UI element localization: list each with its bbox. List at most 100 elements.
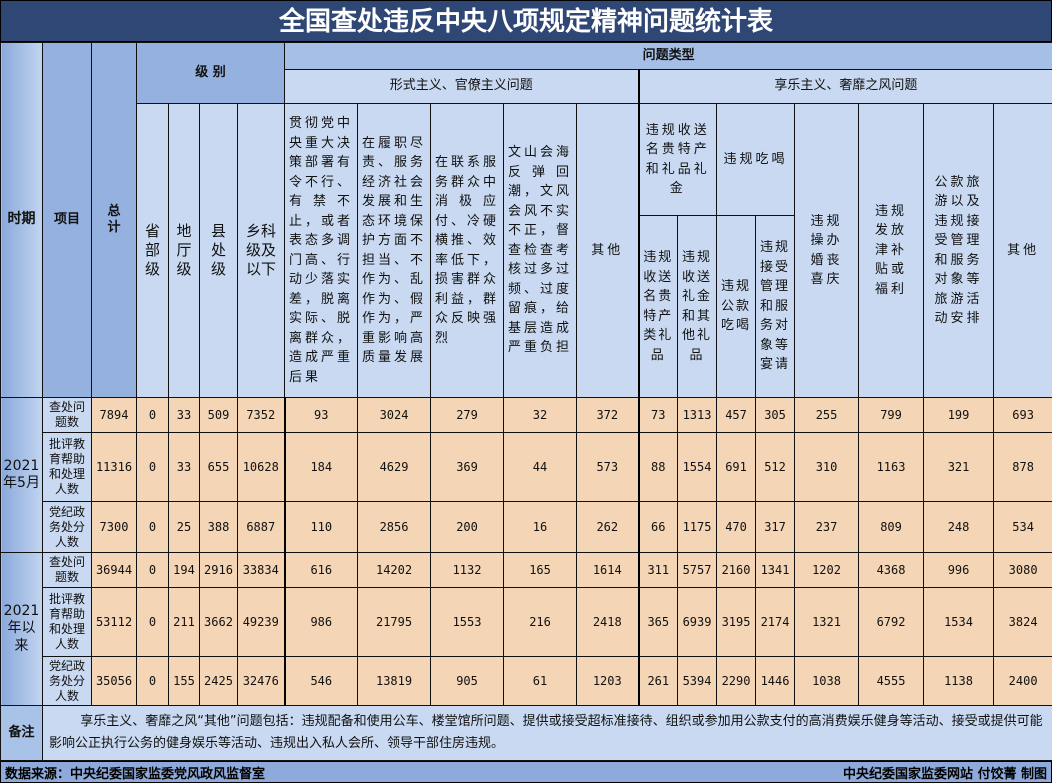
data-cell: 2290 [717,657,756,706]
row-item: 党纪政务处分人数 [43,502,92,553]
data-cell: 0 [137,433,169,502]
period-label: 2021年5月 [1,398,43,553]
data-cell: 878 [994,433,1052,502]
data-cell: 905 [431,657,504,706]
data-cell: 4555 [859,657,924,706]
data-cell: 809 [859,502,924,553]
data-cell: 655 [200,433,238,502]
credit: 中央纪委国家监委网站 付饺菁 制图 [843,763,1047,782]
data-cell: 33 [169,398,200,433]
data-cell: 321 [924,433,994,502]
data-cell: 211 [169,588,200,657]
data-cell: 0 [137,657,169,706]
data-cell: 1446 [756,657,795,706]
data-cell: 14202 [358,553,431,588]
data-cell: 1614 [577,553,639,588]
data-cell: 6792 [859,588,924,657]
header-total: 总计 [92,43,137,398]
data-cell: 88 [639,433,678,502]
header-formalism-4: 其他 [577,104,639,398]
header-dining-group: 违规吃喝 [717,104,795,216]
header-hedonism-0: 违规操办婚丧喜庆 [795,104,859,398]
data-cell: 16 [504,502,577,553]
row-item: 批评教育帮助和处理人数 [43,433,92,502]
data-cell: 573 [577,433,639,502]
header-level-3: 乡科级及以下 [238,104,285,398]
header-problem-type: 问题类型 [285,43,1052,70]
data-cell: 155 [169,657,200,706]
header-formalism-3: 文山会海反弹回潮，文风会风不实不正，督查检查考核过多过频、过度留痕，给基层造成严… [504,104,577,398]
header-gifts-group: 违规收送名贵特产和礼品礼金 [639,104,717,216]
data-cell: 2400 [994,657,1052,706]
data-cell: 365 [639,588,678,657]
data-cell: 317 [756,502,795,553]
data-cell: 33834 [238,553,285,588]
data-cell: 1203 [577,657,639,706]
data-cell: 1313 [678,398,717,433]
data-cell: 1175 [678,502,717,553]
header-item: 项目 [43,43,92,398]
data-cell: 691 [717,433,756,502]
data-cell: 7352 [238,398,285,433]
data-source: 数据来源：中央纪委国家监委党风政风监督室 [5,763,265,782]
data-cell: 216 [504,588,577,657]
data-cell: 1554 [678,433,717,502]
data-cell: 2916 [200,553,238,588]
data-cell: 110 [285,502,358,553]
data-cell: 799 [859,398,924,433]
data-cell: 369 [431,433,504,502]
data-cell: 165 [504,553,577,588]
data-cell: 2160 [717,553,756,588]
header-hedonism-2: 公款旅游以及违规接受管理和服务对象等旅游活动安排 [924,104,994,398]
data-cell: 6939 [678,588,717,657]
data-cell: 10628 [238,433,285,502]
data-cell: 1341 [756,553,795,588]
data-cell: 4629 [358,433,431,502]
data-cell: 311 [639,553,678,588]
data-cell: 1534 [924,588,994,657]
data-cell: 2425 [200,657,238,706]
header-formalism: 形式主义、官僚主义问题 [285,70,639,104]
data-cell: 0 [137,588,169,657]
header-period: 时期 [1,43,43,398]
footer: 数据来源：中央纪委国家监委党风政风监督室 中央纪委国家监委网站 付饺菁 制图 [0,761,1052,783]
data-cell: 310 [795,433,859,502]
data-cell: 693 [994,398,1052,433]
data-cell: 184 [285,433,358,502]
data-cell: 388 [200,502,238,553]
data-cell: 255 [795,398,859,433]
data-cell: 261 [639,657,678,706]
data-cell: 200 [431,502,504,553]
data-cell: 1321 [795,588,859,657]
data-cell: 996 [924,553,994,588]
data-cell: 2418 [577,588,639,657]
period-label: 2021年以来 [1,553,43,706]
data-cell: 1553 [431,588,504,657]
data-cell: 279 [431,398,504,433]
header-gifts-1: 违规收送礼金和其他礼品 [678,216,717,398]
row-item: 查处问题数 [43,398,92,433]
data-cell: 248 [924,502,994,553]
data-cell: 6887 [238,502,285,553]
data-cell: 2856 [358,502,431,553]
data-cell: 305 [756,398,795,433]
header-level-0: 省部级 [137,104,169,398]
header-level-2: 县处级 [200,104,238,398]
data-cell: 5757 [678,553,717,588]
data-cell: 1038 [795,657,859,706]
data-cell: 262 [577,502,639,553]
header-formalism-0: 贯彻党中央重大决策部署有令不行、有禁不止，或者表态多调门高、行动少落实差，脱离实… [285,104,358,398]
data-cell: 194 [169,553,200,588]
data-cell: 21795 [358,588,431,657]
data-cell: 44 [504,433,577,502]
data-cell: 73 [639,398,678,433]
data-cell: 3080 [994,553,1052,588]
data-cell: 93 [285,398,358,433]
data-cell: 33 [169,433,200,502]
data-cell: 7894 [92,398,137,433]
data-cell: 546 [285,657,358,706]
data-cell: 53112 [92,588,137,657]
header-formalism-1: 在履职尽责、服务经济社会发展和生态环境保护方面不担当、不作为、乱作为、假作为，严… [358,104,431,398]
